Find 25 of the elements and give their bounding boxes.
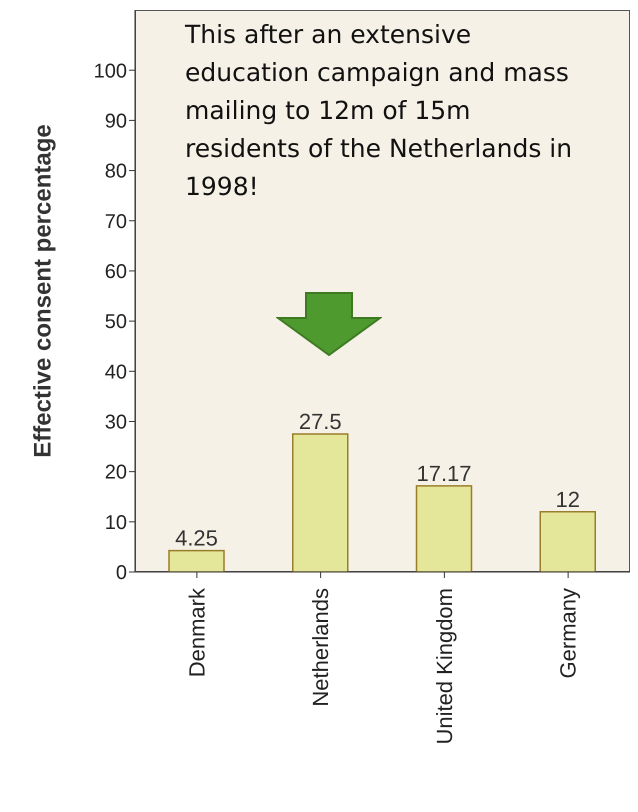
bar (416, 485, 472, 572)
data-label: 4.25 (175, 526, 218, 551)
x-tick-label: Denmark (184, 587, 210, 678)
bar (292, 433, 348, 572)
y-tick-label: 20 (104, 462, 127, 484)
y-tick-label: 70 (104, 210, 127, 233)
bar (540, 511, 596, 572)
y-tick-label: 60 (104, 261, 127, 284)
y-tick-label: 30 (104, 412, 127, 434)
y-tick-label: 40 (104, 361, 127, 384)
y-tick-label: 90 (104, 110, 127, 132)
y-tick-label: 0 (116, 562, 127, 584)
x-tick-label: United Kingdom (432, 588, 457, 745)
x-tick-label: Germany (556, 588, 581, 678)
y-tick-label: 100 (94, 60, 127, 82)
y-tick-label: 10 (104, 512, 127, 534)
bar (168, 550, 225, 572)
annotation: This after an extensive education campaign and mass mailing to 12m of 15m residents of the Netherlands in 1998! (185, 19, 574, 203)
x-tick-label: Netherlands (308, 588, 334, 707)
y-tick-label: 50 (104, 311, 127, 334)
y-tick-label: 80 (104, 160, 127, 183)
y-axis-title: Effective consent percentage (30, 124, 57, 458)
data-label: 12 (556, 486, 580, 512)
data-label: 17.17 (416, 460, 472, 486)
data-label: 27.5 (298, 409, 342, 434)
